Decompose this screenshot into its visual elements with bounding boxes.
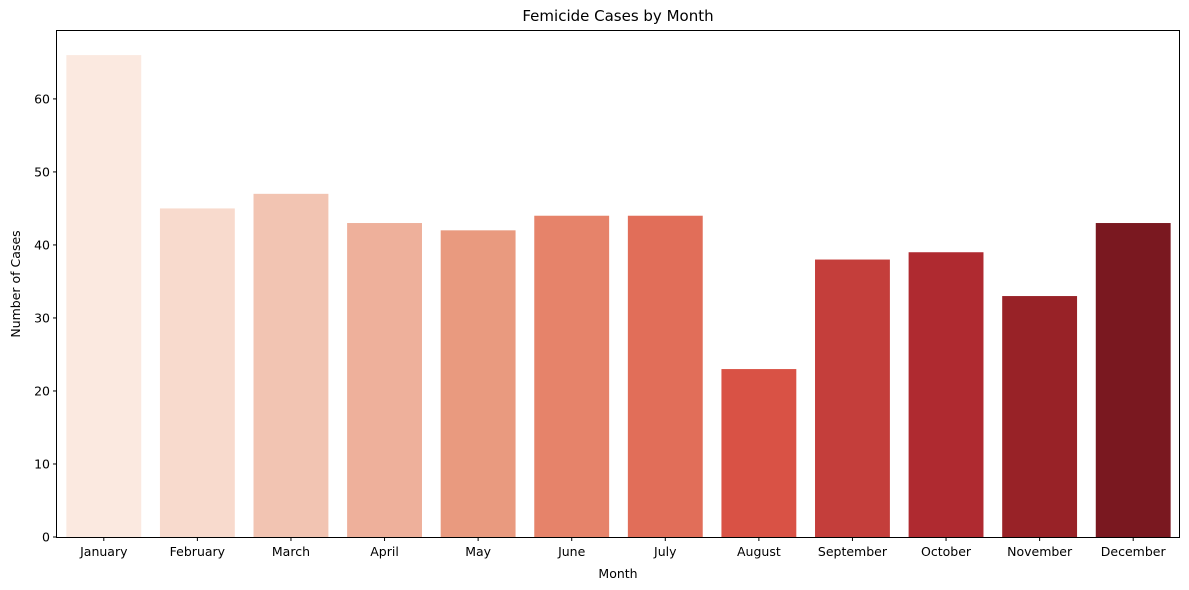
- bar-august: [721, 369, 797, 537]
- bar-september: [815, 259, 890, 537]
- y-tick-label: 10: [34, 456, 50, 471]
- y-axis: 0 10 20 30 40 50 60: [34, 91, 57, 545]
- x-tick-label: March: [272, 544, 310, 559]
- y-tick-label: 40: [34, 237, 50, 252]
- bar-october: [908, 252, 984, 538]
- bar-february: [159, 208, 235, 537]
- bar-december: [1095, 223, 1171, 537]
- y-axis-label: Number of Cases: [8, 230, 23, 337]
- x-tick-label: October: [921, 544, 972, 559]
- y-tick-label: 0: [42, 530, 50, 545]
- x-tick-label: December: [1101, 544, 1167, 559]
- x-axis: January February March April May June July Augu…: [79, 537, 1166, 559]
- x-tick-label: August: [737, 544, 781, 559]
- x-tick-label: June: [557, 544, 586, 559]
- x-tick-label: February: [170, 544, 226, 559]
- x-tick-label: May: [465, 544, 491, 559]
- x-tick-label: January: [79, 544, 128, 559]
- y-tick-label: 30: [34, 310, 50, 325]
- bar-march: [253, 193, 329, 537]
- x-axis-label: Month: [598, 566, 637, 581]
- x-tick-label: November: [1007, 544, 1073, 559]
- x-tick-label: April: [370, 544, 399, 559]
- bar-june: [534, 215, 610, 538]
- plot-frame: [56, 30, 1180, 538]
- bar-may: [440, 230, 516, 537]
- y-tick-label: 20: [34, 383, 50, 398]
- chart-title: Femicide Cases by Month: [522, 7, 713, 25]
- y-tick-label: 60: [34, 91, 50, 106]
- bar-july: [627, 215, 703, 538]
- bar-november: [1002, 296, 1078, 537]
- bars-layer: [66, 55, 1171, 538]
- x-tick-label: July: [653, 544, 677, 559]
- y-tick-label: 50: [34, 164, 50, 179]
- bar-january: [66, 55, 142, 537]
- x-tick-label: September: [818, 544, 888, 559]
- bar-april: [347, 223, 422, 537]
